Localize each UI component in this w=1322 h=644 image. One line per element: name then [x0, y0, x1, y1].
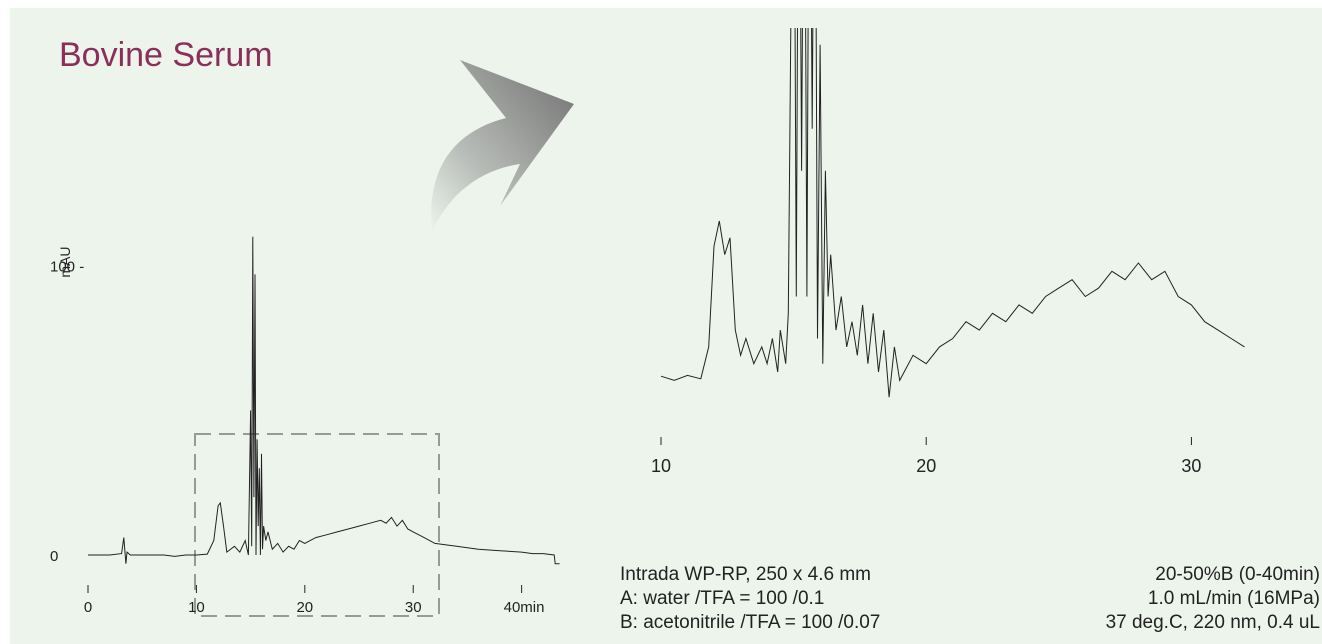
- series-line: [88, 236, 560, 565]
- info-line: A: water /TFA = 100 /0.1: [620, 588, 825, 609]
- x-tick-label: 10: [651, 456, 671, 476]
- y-tick-label: 0: [50, 548, 58, 565]
- info-line: 20-50%B (0-40min): [1155, 564, 1320, 585]
- chart-panel: [10, 8, 1322, 644]
- column-conditions: Intrada WP-RP, 250 x 4.6 mm A: water /TF…: [620, 563, 880, 635]
- x-tick-label: 30: [405, 599, 422, 616]
- x-tick-label: 40min: [504, 599, 545, 616]
- x-tick-label: 30: [1181, 456, 1201, 476]
- info-line: B: acetonitrile /TFA = 100 /0.07: [620, 612, 881, 633]
- info-line: 1.0 mL/min (16MPa): [1147, 588, 1320, 609]
- x-tick-label: 20: [296, 599, 313, 616]
- page-title: Bovine Serum: [59, 36, 273, 74]
- run-conditions: 20-50%B (0-40min) 1.0 mL/min (16MPa) 37 …: [1106, 563, 1320, 635]
- info-line: 37 deg.C, 220 nm, 0.4 uL: [1105, 612, 1320, 633]
- zoom-arrow-icon: [431, 60, 574, 232]
- y-axis-label: mAU: [57, 246, 73, 277]
- x-tick-label: 0: [84, 599, 92, 616]
- series-line: [660, 28, 1245, 398]
- zoomed-chromatogram: 10 20 30: [651, 28, 1245, 476]
- info-line: Intrada WP-RP, 250 x 4.6 mm: [620, 564, 871, 585]
- zoomed-plot-area: [660, 28, 1245, 398]
- full-chromatogram: 0 100 -mAU 0 10 20 30 40min: [50, 236, 560, 616]
- x-tick-label: 10: [188, 599, 205, 616]
- y-tick-label: 100 -: [50, 259, 84, 276]
- zoom-region-box: [194, 433, 440, 617]
- x-tick-label: 20: [916, 456, 936, 476]
